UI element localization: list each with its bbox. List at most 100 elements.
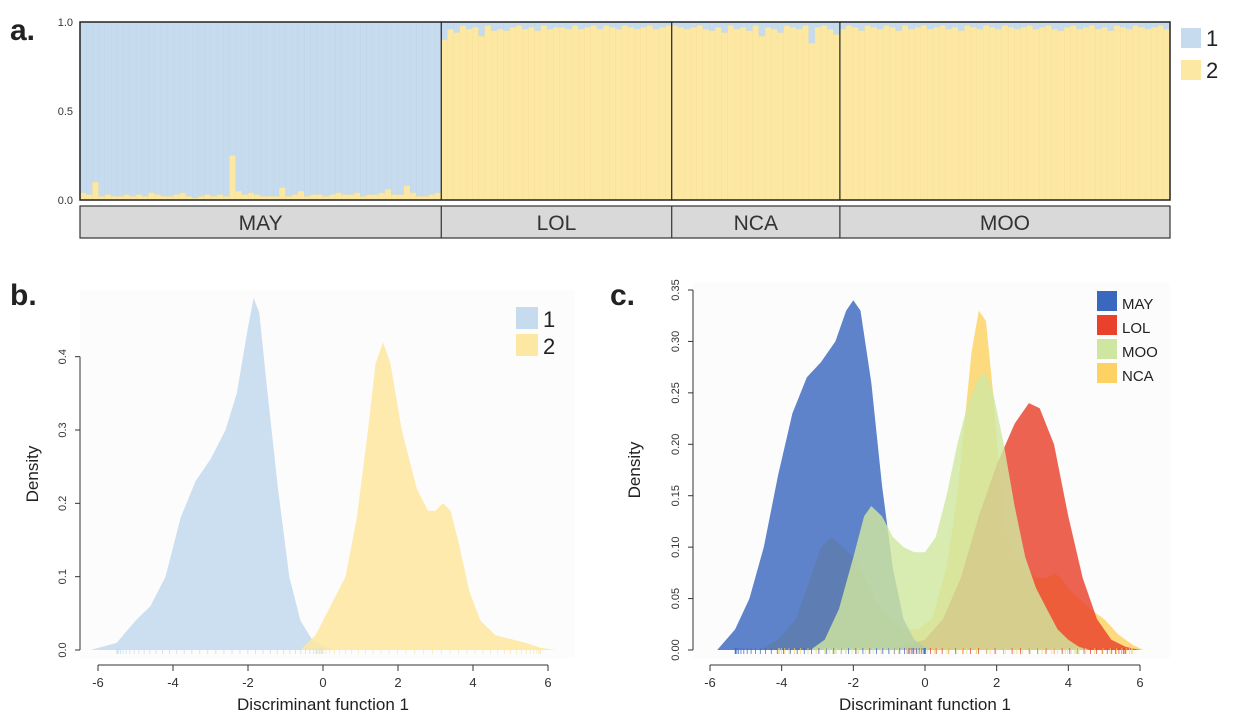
bar-cluster-1 [634,21,642,30]
dapc-population-density: 0.00 0.05 0.10 0.15 0.20 0.25 0.30 0.35 -6 -4 -2 0 2… [625,279,1170,714]
bar-cluster-1 [522,21,529,30]
bar-cluster-1 [254,21,262,195]
bar-cluster-1 [341,21,349,195]
bar-cluster-2 [1051,28,1059,201]
bar-cluster-1 [297,21,305,192]
bar-cluster-2 [777,32,785,201]
bar-cluster-1 [204,21,212,195]
bar-cluster-2 [802,25,810,201]
bar-cluster-2 [1070,25,1078,201]
bar-cluster-2 [297,190,305,201]
y-tick-label: 0.10 [670,536,682,557]
x-tick-label: -4 [776,675,788,690]
bar-cluster-1 [291,21,299,195]
bar-cluster-2 [254,194,262,201]
bar-cluster-1 [889,21,897,28]
bar-cluster-1 [191,21,199,199]
bar-cluster-1 [167,21,174,197]
bar-cluster-2 [92,182,100,201]
bar-cluster-1 [1051,21,1059,30]
bar-cluster-2 [154,194,162,201]
bar-cluster-2 [596,28,604,201]
bar-cluster-2 [1076,28,1084,201]
y-tick-label: 0.20 [670,434,682,455]
bar-cluster-2 [827,28,835,201]
bar-cluster-2 [584,27,592,201]
density-curve-2 [300,342,556,650]
bar-cluster-1 [970,21,978,28]
bar-cluster-1 [490,21,498,32]
y-tick-label: 0.30 [670,331,682,352]
bar-cluster-2 [86,194,93,201]
y-axis-title: Density [23,445,42,502]
bar-cluster-2 [366,194,374,201]
density-curve-moo [810,372,1090,650]
bar-cluster-2 [135,194,143,201]
bar-cluster-1 [827,21,835,30]
bar-cluster-1 [1126,21,1134,30]
bar-cluster-2 [684,28,691,201]
legend-swatch [516,307,538,329]
bar-cluster-2 [316,194,324,201]
bar-cluster-1 [92,21,100,183]
bar-cluster-2 [933,27,940,201]
x-tick-label: 6 [544,675,551,690]
bar-cluster-2 [447,28,455,201]
bar-cluster-1 [746,21,754,32]
bar-cluster-2 [721,32,729,201]
y-tick-label: 0.3 [57,422,69,437]
bar-cluster-2 [559,27,567,201]
legend-swatch [1097,363,1117,383]
bar-cluster-2 [216,194,224,201]
x-tick-label: 2 [394,675,401,690]
bar-cluster-2 [397,194,405,201]
legend-label: LOL [1122,320,1150,337]
bar-cluster-2 [590,25,598,201]
bar-cluster-1 [266,21,274,197]
bar-cluster-1 [86,21,93,195]
bar-cluster-2 [441,39,448,201]
bar-cluster-1 [160,21,168,197]
bar-cluster-2 [951,27,959,201]
bar-cluster-1 [110,21,118,197]
bar-cluster-1 [397,21,405,195]
bar-cluster-2 [571,25,579,201]
legend-swatch [1181,28,1201,48]
bar-cluster-2 [1026,25,1034,201]
bar-cluster-1 [933,21,940,28]
bar-cluster-2 [864,25,872,201]
bar-cluster-2 [335,192,343,201]
bar-cluster-1 [1020,21,1028,28]
bar-cluster-1 [198,21,206,197]
bar-cluster-2 [1132,25,1140,201]
bar-cluster-2 [920,25,928,201]
bar-cluster-2 [1020,27,1028,201]
bar-cluster-2 [671,25,679,201]
bar-cluster-2 [883,25,891,201]
bar-cluster-1 [1151,21,1158,28]
bar-cluster-2 [391,194,399,201]
bar-cluster-1 [976,21,984,30]
bar-cluster-1 [241,21,249,195]
panel-label-b: b. [10,279,37,312]
bar-cluster-1 [771,21,779,30]
bar-cluster-2 [609,27,617,201]
bar-cluster-2 [1151,27,1158,201]
density-curve-1 [90,298,335,650]
bar-cluster-2 [466,28,473,201]
bar-cluster-2 [914,27,922,201]
bar-cluster-1 [808,21,816,44]
bar-cluster-2 [279,187,286,201]
bar-cluster-1 [210,21,218,197]
legend-swatch [1097,291,1117,311]
bar-cluster-2 [378,192,386,201]
bar-cluster-2 [895,30,903,201]
legend-swatch [1097,339,1117,359]
bar-cluster-1 [839,21,847,30]
bar-cluster-2 [341,194,349,201]
bar-cluster-1 [1107,21,1115,32]
bar-cluster-2 [490,30,498,201]
bar-cluster-1 [223,21,230,197]
bar-cluster-1 [677,21,685,28]
bar-cluster-2 [982,25,990,201]
